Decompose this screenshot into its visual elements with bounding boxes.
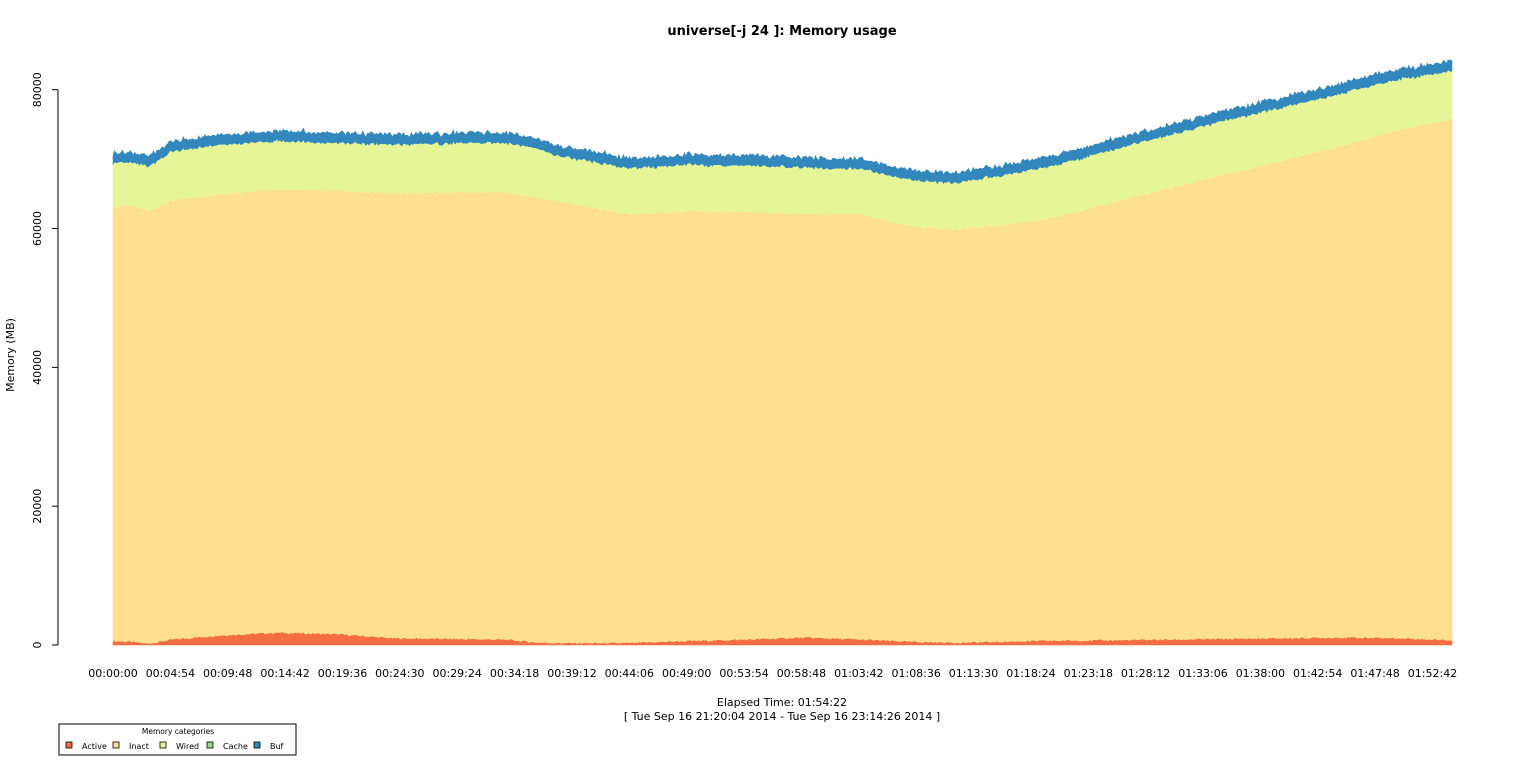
x-tick-label: 00:44:06	[605, 667, 654, 680]
y-tick-label: 0	[31, 642, 44, 649]
y-axis-label: Memory (MB)	[4, 318, 17, 392]
legend-swatch-wired	[159, 741, 167, 749]
x-tick-label: 01:18:24	[1006, 667, 1055, 680]
x-tick-label: 01:47:48	[1350, 667, 1399, 680]
legend-box	[58, 723, 297, 756]
legend: Memory categories Active Inact Wired Cache B…	[58, 723, 297, 756]
legend-swatch-inact	[112, 741, 120, 749]
x-tick-label: 00:14:42	[260, 667, 309, 680]
legend-items: Active Inact Wired Cache Buf	[65, 741, 284, 751]
x-tick-label: 01:03:42	[834, 667, 883, 680]
x-tick-label: 00:49:00	[662, 667, 711, 680]
time-range-subtitle: [ Tue Sep 16 21:20:04 2014 - Tue Sep 16 …	[624, 710, 940, 723]
x-tick-label: 00:34:18	[490, 667, 539, 680]
x-axis-label: Elapsed Time: 01:54:22	[717, 696, 847, 709]
legend-swatch-active	[65, 741, 73, 749]
y-tick-label: 60000	[31, 211, 44, 246]
legend-label-wired: Wired	[176, 742, 199, 751]
stacked-area-layers	[112, 59, 1453, 646]
x-tick-label: 01:08:36	[891, 667, 940, 680]
x-tick-label: 01:33:06	[1178, 667, 1227, 680]
x-tick-label: 01:52:42	[1408, 667, 1457, 680]
y-tick-label: 40000	[31, 350, 44, 385]
legend-title: Memory categories	[142, 727, 214, 736]
x-tick-label: 00:39:12	[547, 667, 596, 680]
x-axis: 00:00:00 00:04:54 00:09:48 00:14:42 00:19:36…	[88, 667, 1457, 680]
legend-label-buf: Buf	[270, 742, 284, 751]
y-tick-label: 20000	[31, 489, 44, 524]
x-tick-label: 01:13:30	[949, 667, 998, 680]
x-tick-label: 00:29:24	[432, 667, 481, 680]
legend-label-active: Active	[82, 742, 107, 751]
legend-label-cache: Cache	[223, 742, 248, 751]
x-tick-label: 00:19:36	[318, 667, 367, 680]
x-tick-label: 01:38:00	[1236, 667, 1285, 680]
x-tick-label: 01:28:12	[1121, 667, 1170, 680]
x-tick-label: 01:23:18	[1064, 667, 1113, 680]
x-tick-label: 00:00:00	[88, 667, 137, 680]
legend-swatch-buf	[253, 741, 261, 749]
x-tick-label: 00:09:48	[203, 667, 252, 680]
x-tick-label: 00:24:30	[375, 667, 424, 680]
chart-title: universe[-j 24 ]: Memory usage	[667, 24, 897, 39]
x-tick-label: 00:53:54	[719, 667, 768, 680]
x-tick-label: 01:42:54	[1293, 667, 1342, 680]
legend-label-inact: Inact	[129, 742, 149, 751]
y-axis: 0 20000 40000 60000 80000	[31, 72, 59, 649]
x-tick-label: 00:58:48	[777, 667, 826, 680]
y-tick-label: 80000	[31, 72, 44, 107]
x-tick-label: 00:04:54	[146, 667, 195, 680]
area-buf	[112, 59, 1453, 185]
legend-swatch-cache	[206, 741, 214, 749]
